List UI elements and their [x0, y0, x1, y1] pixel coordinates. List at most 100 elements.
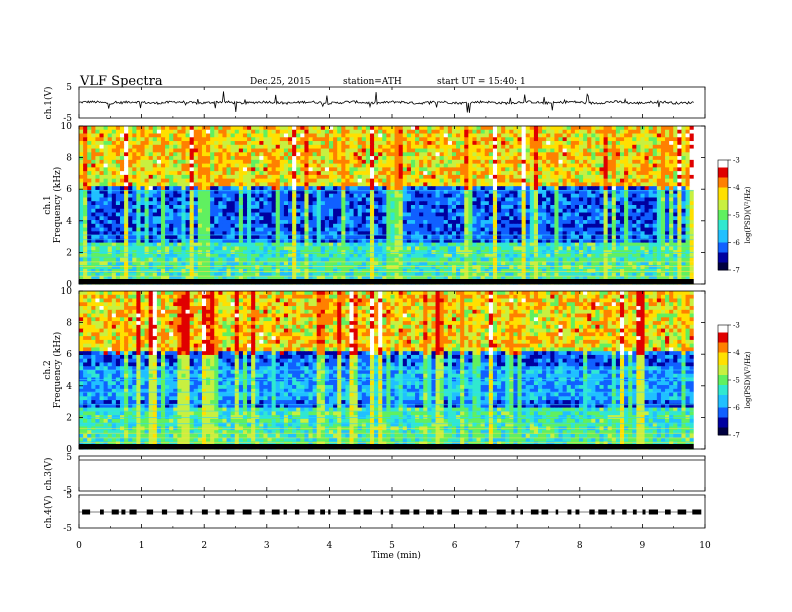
spectrogram-cell [476, 148, 482, 153]
spectrogram-cell [640, 193, 646, 199]
spectrogram-cell [480, 156, 486, 161]
spectrogram-cell [607, 201, 613, 206]
spectrogram-cell [402, 148, 408, 153]
spectrogram-cell [169, 156, 174, 161]
spectrogram-cell [247, 231, 252, 236]
spectrogram-cell [226, 212, 232, 217]
spectrogram-cell [316, 144, 322, 150]
spectrogram-cell [226, 231, 232, 236]
spectrogram-cell [529, 242, 535, 247]
spectrogram-cell [79, 182, 84, 187]
spectrogram-cell [292, 212, 297, 217]
spectrogram-cell [255, 189, 260, 195]
spectrogram-cell [546, 152, 551, 157]
spectrogram-cell [242, 201, 248, 206]
spectrogram-cell [665, 152, 670, 157]
spectrogram-cell [492, 235, 498, 240]
spectrogram-cell [87, 223, 92, 229]
spectrogram-cell [533, 126, 539, 131]
spectrogram-cell [652, 152, 658, 157]
spectrogram-cell [349, 186, 355, 191]
spectrogram-cell [632, 216, 637, 221]
spectrogram-cell [210, 246, 215, 251]
spectrogram-cell [415, 174, 420, 180]
spectrogram-cell [115, 174, 121, 180]
spectrogram-cell [259, 129, 265, 135]
spectrogram-cell [374, 216, 379, 221]
spectrogram-cell [201, 144, 207, 150]
spectrogram-cell [288, 171, 293, 176]
spectrogram-cell [345, 156, 351, 161]
spectrogram-cell [79, 163, 84, 168]
spectrogram-cell [652, 141, 658, 146]
spectrogram-cell [312, 163, 318, 168]
spectrogram-cell [431, 141, 437, 146]
spectrogram-cell [218, 242, 224, 247]
spectrogram-cell [550, 189, 555, 195]
spectrogram-cell [91, 208, 96, 214]
spectrogram-cell [574, 159, 580, 165]
spectrogram-cell [79, 193, 84, 199]
spectrogram-cell [476, 231, 482, 236]
spectrogram-cell [656, 174, 662, 180]
spectrogram-cell [460, 212, 465, 217]
spectrogram-cell [677, 223, 683, 229]
spectrogram-cell [152, 163, 158, 168]
spectrogram-cell [464, 223, 469, 229]
spectrogram-cell [419, 220, 424, 225]
spectrogram-cell [410, 216, 416, 221]
spectrogram-cell [574, 201, 580, 206]
spectrogram-cell [542, 246, 547, 251]
spectrogram-cell [566, 235, 572, 240]
spectrogram-cell [316, 137, 322, 142]
spectrogram-cell [628, 152, 633, 157]
spectrogram-cell [251, 171, 256, 176]
spectrogram-cell [517, 171, 523, 176]
spectrogram-cell [410, 242, 416, 247]
spectrogram-cell [665, 167, 670, 172]
spectrogram-cell [415, 205, 420, 210]
spectrogram-cell [390, 137, 396, 142]
spectrogram-cell [394, 223, 400, 229]
spectrogram-cell [206, 242, 211, 247]
spectrogram-cell [247, 238, 252, 244]
spectrogram-cell [501, 216, 506, 221]
spectrogram-cell [574, 178, 580, 184]
spectrogram-cell [312, 174, 318, 180]
spectrogram-cell [349, 223, 355, 229]
spectrogram-cell [628, 133, 633, 138]
spectrogram-cell [189, 208, 195, 214]
spectrogram-cell [341, 238, 346, 244]
spectrogram-cell [185, 227, 191, 232]
spectrogram-cell [320, 227, 326, 232]
spectrogram-cell [456, 212, 461, 217]
spectrogram-cell [308, 193, 314, 199]
spectrogram-cell [353, 186, 359, 191]
spectrogram-cell [140, 223, 146, 229]
spectrogram-cell [316, 129, 322, 135]
spectrogram-cell [669, 197, 674, 202]
spectrogram-cell [451, 174, 457, 180]
spectrogram-cell [177, 208, 183, 214]
spectrogram-cell [312, 227, 318, 232]
spectrogram-cell [341, 246, 346, 251]
spectrogram-cell [619, 246, 625, 251]
spectrogram-cell [189, 167, 195, 172]
spectrogram-cell [578, 216, 584, 221]
spectrogram-cell [456, 227, 461, 232]
spectrogram-cell [484, 238, 490, 244]
spectrogram-cell [607, 159, 613, 165]
spectrogram-cell [460, 163, 465, 168]
spectrogram-cell [251, 242, 256, 247]
spectrogram-cell [292, 216, 297, 221]
spectrogram-cell [132, 137, 137, 142]
spectrogram-cell [193, 193, 199, 199]
spectrogram-cell [83, 141, 88, 146]
spectrogram-cell [304, 220, 310, 225]
spectrogram-cell [324, 189, 330, 195]
spectrogram-cell [99, 159, 105, 165]
spectrogram-cell [312, 133, 318, 138]
spectrogram-cell [83, 148, 88, 153]
spectrogram-cell [566, 144, 572, 150]
spectrogram-cell [292, 197, 297, 202]
